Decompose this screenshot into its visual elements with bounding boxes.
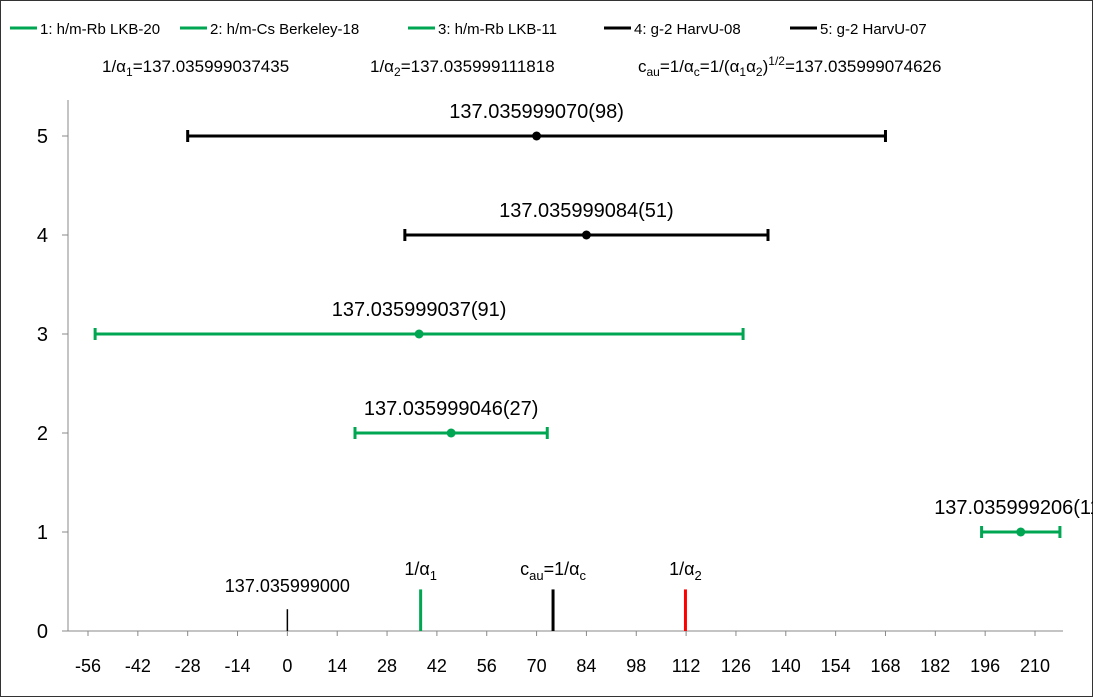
subtitle: 1/α1=137.035999037435 1/α2=137.035999111… (102, 54, 941, 79)
data-point (414, 329, 424, 339)
marker-label: 137.035999000 (225, 576, 350, 596)
data-point (581, 230, 591, 240)
subtitle-alpha2: 1/α2=137.035999111818 (370, 57, 555, 79)
x-tick-label: 140 (771, 656, 801, 676)
x-tick-label: 28 (377, 656, 397, 676)
x-tick-label: 42 (427, 656, 447, 676)
data-point (446, 428, 456, 438)
x-tick-label: 56 (477, 656, 497, 676)
data-label: 137.035999070(98) (449, 101, 624, 123)
y-tick-label: 3 (37, 324, 48, 346)
legend-label-2: 2: h/m-Cs Berkeley-18 (210, 21, 359, 38)
y-tick-label: 1 (37, 522, 48, 544)
x-tick-labels: -56 -42 -28 -14 0 14 28 42 56 70 84 98 112 126 140 154 1… (75, 656, 1050, 676)
x-tick-label: 98 (626, 656, 646, 676)
x-tick-label: -42 (125, 656, 151, 676)
data-label: 137.035999037(91) (332, 299, 507, 321)
legend-label-4: 4: g-2 HarvU-08 (634, 21, 741, 38)
y-tick-label: 0 (37, 621, 48, 643)
x-tick-label: 112 (672, 656, 701, 676)
x-tick-label: 70 (527, 656, 547, 676)
axes (62, 100, 1063, 636)
x-tick-label: 196 (970, 656, 1000, 676)
x-tick-label: 154 (821, 656, 851, 676)
data-point (1016, 527, 1026, 537)
data-point (532, 131, 542, 141)
marker-label: 1/α1 (404, 559, 437, 583)
data-label: 137.035999084(51) (499, 200, 674, 222)
x-tick-label: 14 (327, 656, 347, 676)
x-tick-label: 84 (576, 656, 596, 676)
y-tick-label: 4 (37, 225, 48, 247)
legend-label-1: 1: h/m-Rb LKB-20 (40, 21, 160, 38)
marker-label: cau=1/αc (520, 559, 586, 583)
subtitle-cau: cau=1/αc=1/(α1α2)1/2=137.035999074626 (638, 54, 941, 79)
x-tick-label: 126 (721, 656, 751, 676)
x-tick-label: -14 (225, 656, 251, 676)
reference-markers: 137.035999000 1/α1 cau=1/αc 1/α2 (225, 559, 702, 631)
legend: 1: h/m-Rb LKB-20 2: h/m-Cs Berkeley-18 3… (10, 21, 927, 38)
x-tick-label: 0 (282, 656, 292, 676)
marker-label: 1/α2 (669, 559, 702, 583)
error-bars: 137.035999206(11) 137.035999046(27) 137.03… (93, 101, 1093, 538)
x-tick-label: -56 (75, 656, 101, 676)
data-label: 137.035999206(11) (934, 497, 1093, 519)
x-tick-label: 210 (1020, 656, 1050, 676)
x-tick-label: -28 (175, 656, 201, 676)
y-tick-label: 5 (37, 126, 48, 148)
legend-label-5: 5: g-2 HarvU-07 (820, 21, 927, 38)
legend-label-3: 3: h/m-Rb LKB-11 (438, 21, 557, 38)
x-tick-label: 182 (920, 656, 950, 676)
y-tick-label: 2 (37, 423, 48, 445)
y-tick-labels: 0 1 2 3 4 5 (37, 126, 48, 643)
data-label: 137.035999046(27) (364, 398, 539, 420)
subtitle-alpha1: 1/α1=137.035999037435 (102, 57, 289, 79)
x-tick-label: 168 (870, 656, 900, 676)
